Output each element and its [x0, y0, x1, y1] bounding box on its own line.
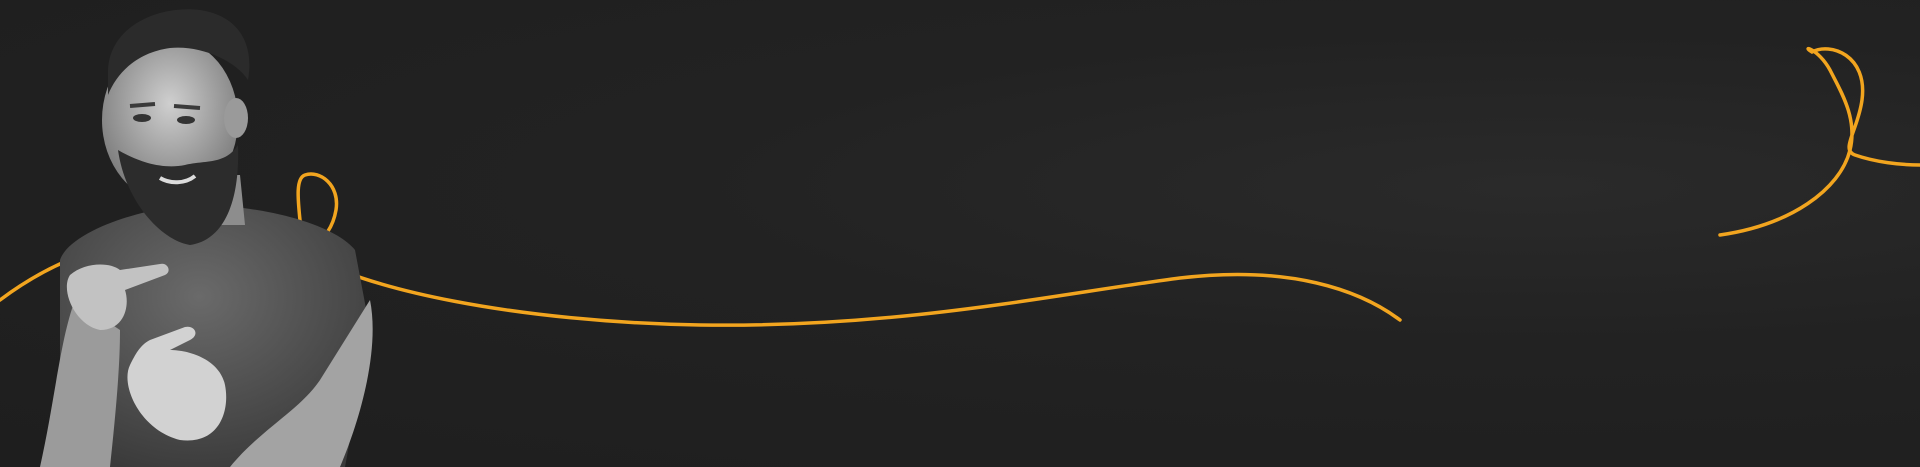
man-pointing-photo: [40, 9, 373, 467]
